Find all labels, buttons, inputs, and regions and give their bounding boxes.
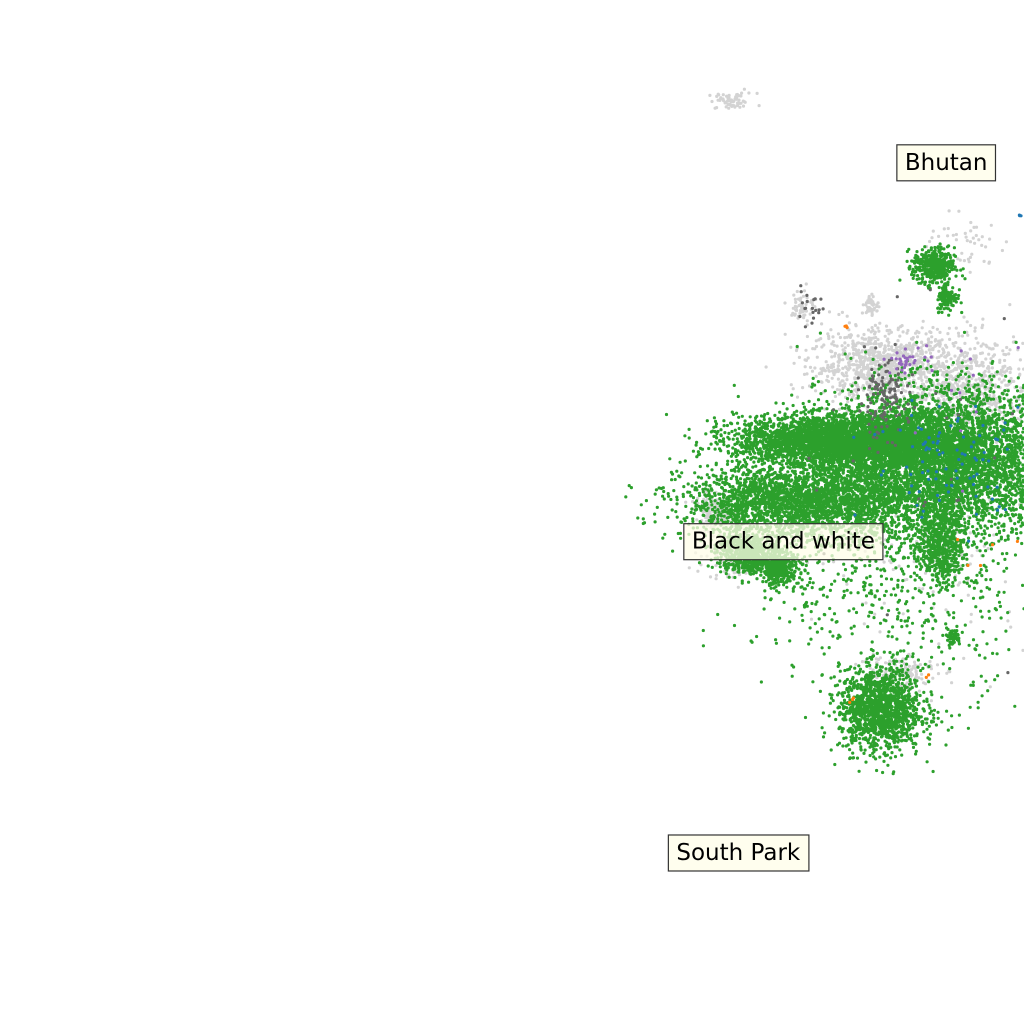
cluster-label-text: South Park (676, 840, 801, 866)
cluster-label-1: Black and white (684, 524, 883, 560)
series-1-points (624, 242, 1024, 775)
cluster-label-0: Bhutan (897, 145, 996, 181)
cluster-label-text: Bhutan (905, 150, 988, 176)
cluster-label-2: South Park (668, 835, 809, 871)
points-layer (624, 88, 1024, 776)
cluster-label-text: Black and white (692, 529, 875, 555)
series-1-point-cloud (624, 242, 1024, 775)
